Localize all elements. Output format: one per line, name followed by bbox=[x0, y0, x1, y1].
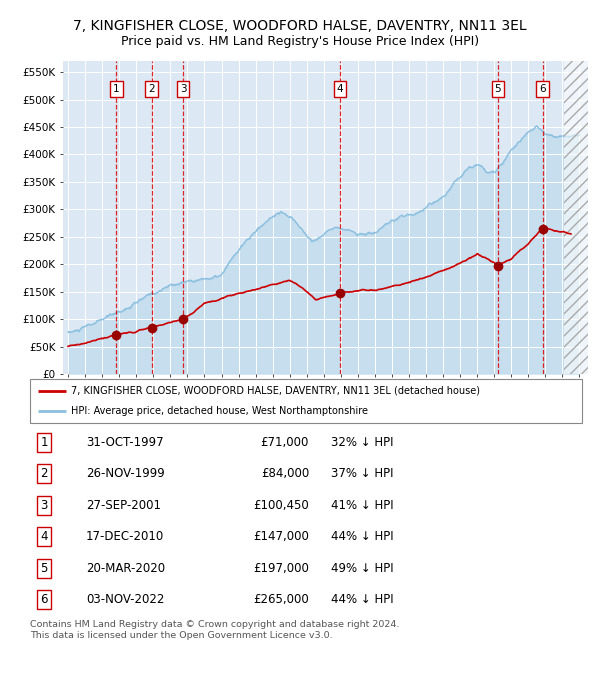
Text: 4: 4 bbox=[337, 84, 343, 95]
Bar bbox=[564, 61, 588, 374]
Text: £100,450: £100,450 bbox=[253, 498, 309, 511]
Text: 7, KINGFISHER CLOSE, WOODFORD HALSE, DAVENTRY, NN11 3EL (detached house): 7, KINGFISHER CLOSE, WOODFORD HALSE, DAV… bbox=[71, 386, 481, 396]
Text: 3: 3 bbox=[40, 498, 47, 511]
Text: 37% ↓ HPI: 37% ↓ HPI bbox=[331, 467, 394, 480]
Text: 20-MAR-2020: 20-MAR-2020 bbox=[86, 562, 165, 575]
Text: 3: 3 bbox=[179, 84, 187, 95]
Text: HPI: Average price, detached house, West Northamptonshire: HPI: Average price, detached house, West… bbox=[71, 406, 368, 416]
Text: Price paid vs. HM Land Registry's House Price Index (HPI): Price paid vs. HM Land Registry's House … bbox=[121, 35, 479, 48]
Text: 7, KINGFISHER CLOSE, WOODFORD HALSE, DAVENTRY, NN11 3EL: 7, KINGFISHER CLOSE, WOODFORD HALSE, DAV… bbox=[73, 19, 527, 33]
Text: 17-DEC-2010: 17-DEC-2010 bbox=[86, 530, 164, 543]
Text: 44% ↓ HPI: 44% ↓ HPI bbox=[331, 593, 394, 606]
Text: £147,000: £147,000 bbox=[253, 530, 309, 543]
Text: 1: 1 bbox=[40, 436, 48, 449]
Text: Contains HM Land Registry data © Crown copyright and database right 2024.
This d: Contains HM Land Registry data © Crown c… bbox=[30, 620, 400, 640]
Text: 4: 4 bbox=[40, 530, 48, 543]
Text: £197,000: £197,000 bbox=[253, 562, 309, 575]
Text: 5: 5 bbox=[40, 562, 47, 575]
Text: 6: 6 bbox=[40, 593, 48, 606]
Text: £265,000: £265,000 bbox=[253, 593, 309, 606]
Text: 6: 6 bbox=[539, 84, 546, 95]
Text: 03-NOV-2022: 03-NOV-2022 bbox=[86, 593, 164, 606]
Text: 2: 2 bbox=[148, 84, 155, 95]
Text: 41% ↓ HPI: 41% ↓ HPI bbox=[331, 498, 394, 511]
Text: 49% ↓ HPI: 49% ↓ HPI bbox=[331, 562, 394, 575]
Text: 1: 1 bbox=[113, 84, 119, 95]
Text: 27-SEP-2001: 27-SEP-2001 bbox=[86, 498, 161, 511]
Bar bbox=[564, 61, 588, 374]
Text: 26-NOV-1999: 26-NOV-1999 bbox=[86, 467, 164, 480]
Text: 31-OCT-1997: 31-OCT-1997 bbox=[86, 436, 163, 449]
Text: 2: 2 bbox=[40, 467, 48, 480]
Text: £71,000: £71,000 bbox=[260, 436, 309, 449]
Text: 32% ↓ HPI: 32% ↓ HPI bbox=[331, 436, 394, 449]
Text: 44% ↓ HPI: 44% ↓ HPI bbox=[331, 530, 394, 543]
Text: 5: 5 bbox=[494, 84, 502, 95]
Text: £84,000: £84,000 bbox=[261, 467, 309, 480]
